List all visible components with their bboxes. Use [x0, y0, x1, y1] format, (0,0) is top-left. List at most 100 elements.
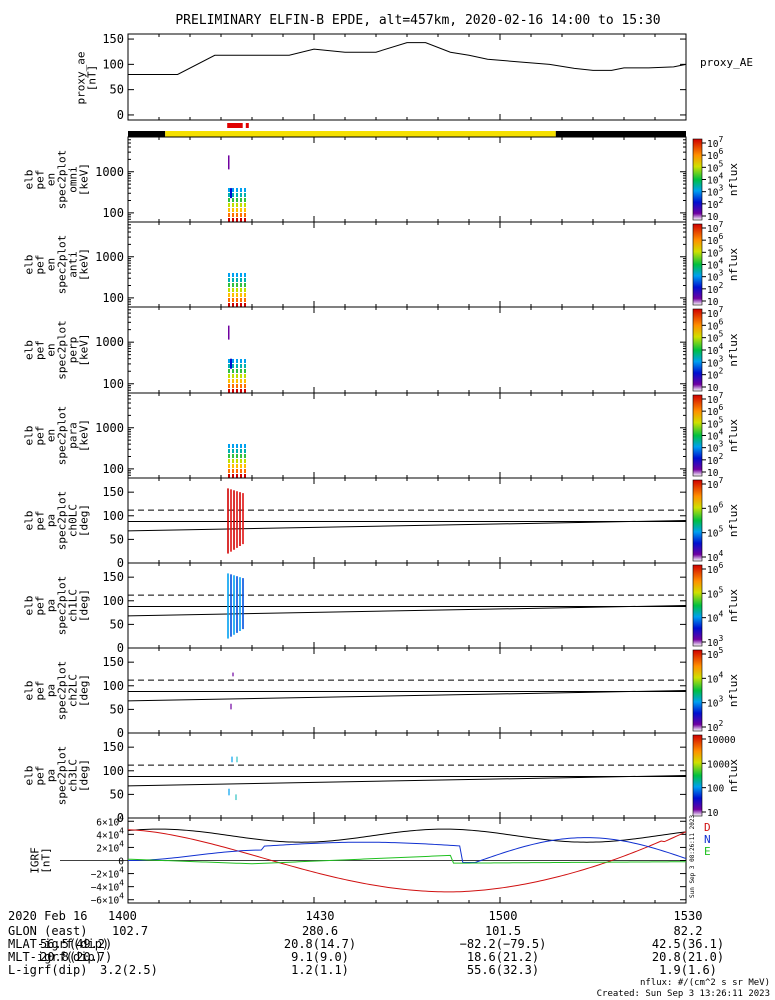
time-tick-label: 1400 — [108, 909, 137, 923]
spectrogram-pixel — [240, 303, 242, 307]
spectrogram-pixel — [236, 213, 238, 217]
colorbar — [692, 734, 703, 817]
spectrogram-pixel — [244, 288, 246, 292]
time-tick-label: 1530 — [674, 909, 703, 923]
axis-label: elbpefenspec2plotperp[keV] — [23, 320, 91, 380]
spectrogram-pixel — [228, 369, 230, 373]
spectrogram-pixel — [232, 459, 234, 463]
tick-label: 103 — [707, 184, 723, 199]
zone-black — [555, 131, 686, 137]
spectrogram-pixel — [240, 389, 242, 393]
spectrogram-pixel — [244, 278, 246, 282]
spectrogram-pixel — [244, 374, 246, 378]
panel-pa_ch1: 0 50 100 150 elbpefpaspec2plotch1LC[deg] 103 1… — [23, 561, 741, 655]
spectrogram-pixel — [228, 464, 230, 468]
colorbar — [692, 138, 703, 221]
colorbar-label: nflux — [727, 163, 740, 196]
spectrogram-pixel — [244, 298, 246, 302]
tick-label: 100 — [102, 206, 124, 220]
spectrogram-pixel — [232, 208, 234, 212]
spectrogram-pixel — [232, 449, 234, 453]
spectrogram-pixel — [228, 273, 230, 277]
spectrogram-pixel — [240, 444, 242, 448]
panel-en_perp: 1001000elbpefenspec2plotperp[keV]1010210… — [23, 305, 741, 394]
spectrogram-pixel — [236, 278, 238, 282]
tick-label: 50 — [110, 617, 124, 631]
axis-label: elbpefpaspec2plotch3LC[deg] — [23, 746, 91, 806]
tick-label: 10 — [707, 808, 719, 819]
spectrogram-pixel — [228, 283, 230, 287]
panel-pa_ch0: 0 50 100 150 elbpefpaspec2plotch0LC[deg] 104 1… — [23, 476, 741, 570]
spectrogram-pixel — [244, 188, 246, 192]
spectrogram-pixel — [228, 213, 230, 217]
spectrogram-pixel — [240, 283, 242, 287]
tick-label: 105 — [707, 525, 723, 540]
spectrogram-pixel — [240, 454, 242, 458]
tick-label: 0 — [117, 811, 124, 825]
tick-label: 104 — [707, 610, 723, 625]
tick-label: 100 — [102, 509, 124, 523]
zone-yellow — [165, 131, 556, 137]
spectrogram-pixel — [236, 198, 238, 202]
spectrogram-pixel — [228, 454, 230, 458]
spectrogram-pixel — [236, 449, 238, 453]
spectrogram-pixel — [228, 449, 230, 453]
tick-label: 106 — [707, 561, 723, 576]
spectrogram-pixel — [236, 188, 238, 192]
tick-label: 1000 — [95, 335, 124, 349]
panel-pa_ch3: 0 50 100 150 elbpefpaspec2plotch3LC[deg] 10 10… — [23, 732, 740, 825]
spectrogram-pixel — [236, 303, 238, 307]
spectrogram-pixel — [236, 193, 238, 197]
panel-frame — [127, 732, 687, 819]
tick-label: 103 — [707, 634, 723, 649]
spectrogram-pixel — [232, 303, 234, 307]
tick-label: −2×104 — [91, 866, 125, 881]
science-zone-bar — [128, 123, 686, 137]
spectrogram-pixel — [236, 288, 238, 292]
colorbar-label: nflux — [727, 333, 740, 366]
spectrogram-pixel — [232, 454, 234, 458]
colorbar — [692, 223, 703, 306]
tick-label: 105 — [707, 646, 723, 661]
spectrogram-pixel — [236, 298, 238, 302]
spectrogram-pixel — [228, 469, 230, 473]
tick-label: 103 — [707, 440, 723, 455]
spectrogram-pixel — [230, 358, 232, 369]
spectrogram-pixel — [240, 364, 242, 368]
tick-label: 6×104 — [96, 813, 124, 828]
panel-frame — [127, 562, 687, 649]
spectrogram-pixel — [236, 273, 238, 277]
tick-label: 1000 — [95, 421, 124, 435]
colorbar-label: nflux — [727, 419, 740, 452]
tick-label: −4×104 — [91, 879, 125, 894]
tick-label: 150 — [102, 740, 124, 754]
spectrogram-pixel — [240, 188, 242, 192]
igrf-east-line — [127, 829, 687, 893]
spectrogram-pixel — [240, 293, 242, 297]
row-value: 82.2 — [674, 924, 703, 938]
colorbar — [692, 649, 703, 732]
spectrogram-pixel — [244, 213, 246, 217]
spectrogram-pixel — [236, 369, 238, 373]
spectrogram-pixel — [236, 293, 238, 297]
spectrogram-pixel — [236, 474, 238, 478]
spectrogram-pixel — [236, 469, 238, 473]
legend-entry: E — [704, 845, 711, 858]
row-value: 20.8(21.0) — [652, 950, 724, 964]
spectrogram-pixel — [236, 283, 238, 287]
spectrogram-pixel — [228, 193, 230, 197]
spectrogram-pixel — [240, 203, 242, 207]
spectrogram-pixel — [244, 369, 246, 373]
spectrogram-pixel — [232, 193, 234, 197]
row-value: 20.8(14.7) — [284, 937, 356, 951]
panel-frame — [127, 306, 687, 394]
spectrogram-pixel — [244, 283, 246, 287]
row-label: GLON (east) — [8, 924, 87, 938]
spectrogram-pixel — [232, 203, 234, 207]
colorbar-label: nflux — [727, 589, 740, 622]
panel-frame — [127, 477, 687, 564]
tick-label: 107 — [707, 476, 723, 491]
spectrogram-pixel — [240, 288, 242, 292]
tick-label: 0 — [117, 641, 124, 655]
